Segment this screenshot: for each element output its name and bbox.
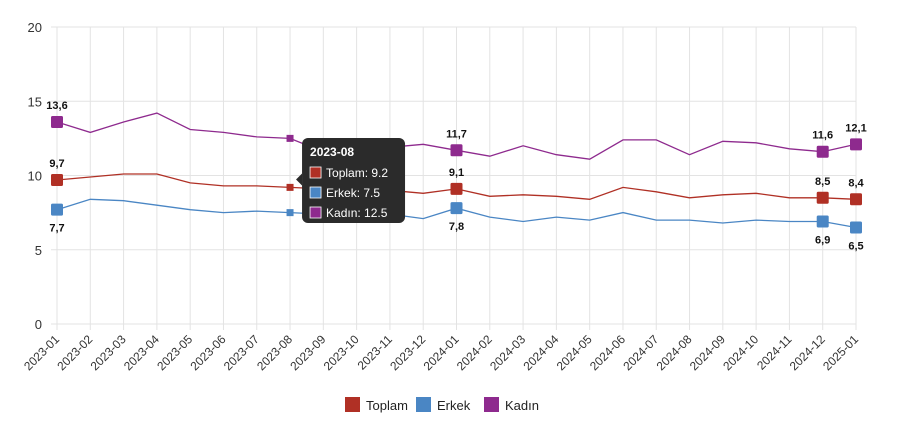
x-tick-label: 2023-02 xyxy=(54,332,95,373)
tooltip-swatch xyxy=(309,166,322,179)
y-tick-label: 10 xyxy=(28,169,42,184)
data-label: 7,8 xyxy=(449,221,464,233)
data-label: 11,7 xyxy=(446,128,467,140)
tooltip-line: Kadın: 12.5 xyxy=(326,206,388,220)
y-tick-label: 20 xyxy=(28,20,42,35)
data-point-kad-n[interactable] xyxy=(816,145,829,158)
data-point-toplam[interactable] xyxy=(816,191,829,204)
data-point-erkek[interactable] xyxy=(450,202,463,215)
tooltip-caret xyxy=(296,173,303,186)
x-tick-label: 2023-10 xyxy=(321,332,362,373)
hover-point-kad-n[interactable] xyxy=(286,134,294,142)
data-point-erkek[interactable] xyxy=(816,215,829,228)
x-tick-label: 2024-01 xyxy=(421,332,462,373)
x-tick-label: 2024-06 xyxy=(587,332,628,373)
data-point-kad-n[interactable] xyxy=(450,144,463,157)
grid: 051015202023-012023-022023-032023-042023… xyxy=(21,20,861,373)
x-tick-label: 2024-05 xyxy=(554,332,595,373)
y-tick-label: 5 xyxy=(35,243,42,258)
x-tick-label: 2023-06 xyxy=(188,332,229,373)
data-label: 12,1 xyxy=(845,122,866,134)
x-tick-label: 2024-09 xyxy=(687,332,728,373)
data-label: 11,6 xyxy=(812,130,833,142)
x-tick-label: 2023-01 xyxy=(21,332,62,373)
data-point-erkek[interactable] xyxy=(850,221,862,234)
tooltip-line: Toplam: 9.2 xyxy=(326,166,388,180)
data-point-kad-n[interactable] xyxy=(51,116,63,129)
data-label: 8,5 xyxy=(815,176,830,188)
legend-swatch xyxy=(345,397,360,412)
x-tick-label: 2023-07 xyxy=(221,332,262,373)
data-point-toplam[interactable] xyxy=(450,182,463,195)
x-tick-label: 2024-10 xyxy=(720,332,761,373)
hover-point-erkek[interactable] xyxy=(286,209,294,217)
y-tick-label: 0 xyxy=(35,317,42,332)
tooltip-swatch xyxy=(309,186,322,199)
x-tick-label: 2023-04 xyxy=(121,332,162,373)
tooltip: 2023-08 Toplam: 9.2 Erkek: 7.5 Kadın: 12.5 xyxy=(296,138,406,223)
y-tick-label: 15 xyxy=(28,94,42,109)
x-tick-label: 2024-07 xyxy=(620,332,661,373)
legend-item-toplam[interactable]: Toplam xyxy=(345,397,408,413)
data-point-kad-n[interactable] xyxy=(850,138,862,151)
data-label: 9,1 xyxy=(449,167,464,179)
data-point-toplam[interactable] xyxy=(850,193,862,206)
x-tick-label: 2023-08 xyxy=(254,332,295,373)
x-tick-label: 2023-09 xyxy=(287,332,328,373)
legend-item-erkek[interactable]: Erkek xyxy=(416,397,471,413)
legend-swatch xyxy=(416,397,431,412)
tooltip-swatch xyxy=(309,206,322,219)
data-label: 8,4 xyxy=(848,177,864,189)
tooltip-line: Erkek: 7.5 xyxy=(326,186,380,200)
x-tick-label: 2024-12 xyxy=(787,332,828,373)
x-tick-label: 2023-12 xyxy=(387,332,428,373)
x-tick-label: 2024-04 xyxy=(520,332,561,373)
tooltip-box xyxy=(302,138,406,223)
data-point-erkek[interactable] xyxy=(51,203,63,216)
data-point-toplam[interactable] xyxy=(51,173,63,186)
x-tick-label: 2024-02 xyxy=(454,332,495,373)
x-tick-label: 2024-03 xyxy=(487,332,528,373)
data-label: 13,6 xyxy=(46,100,67,112)
legend-label: Erkek xyxy=(437,398,471,413)
legend-label: Kadın xyxy=(505,398,539,413)
data-label: 9,7 xyxy=(49,158,64,170)
hover-point-toplam[interactable] xyxy=(286,183,294,191)
tooltip-title: 2023-08 xyxy=(310,145,354,159)
legend-label: Toplam xyxy=(366,398,408,413)
x-tick-label: 2024-08 xyxy=(654,332,695,373)
markers xyxy=(51,116,862,234)
x-tick-label: 2023-03 xyxy=(88,332,129,373)
x-tick-label: 2025-01 xyxy=(820,332,861,373)
data-labels: 9,7 9,1 8,5 8,4 7,7 7,8 6,9 6,5 13,6 11,7 11,6 12,1 xyxy=(46,100,866,252)
data-label: 6,9 xyxy=(815,235,830,247)
data-label: 7,7 xyxy=(49,223,64,235)
legend: Toplam Erkek Kadın xyxy=(345,397,539,413)
x-tick-label: 2023-05 xyxy=(154,332,195,373)
legend-swatch xyxy=(484,397,499,412)
legend-item-kad-n[interactable]: Kadın xyxy=(484,397,539,413)
data-label: 6,5 xyxy=(848,240,863,252)
